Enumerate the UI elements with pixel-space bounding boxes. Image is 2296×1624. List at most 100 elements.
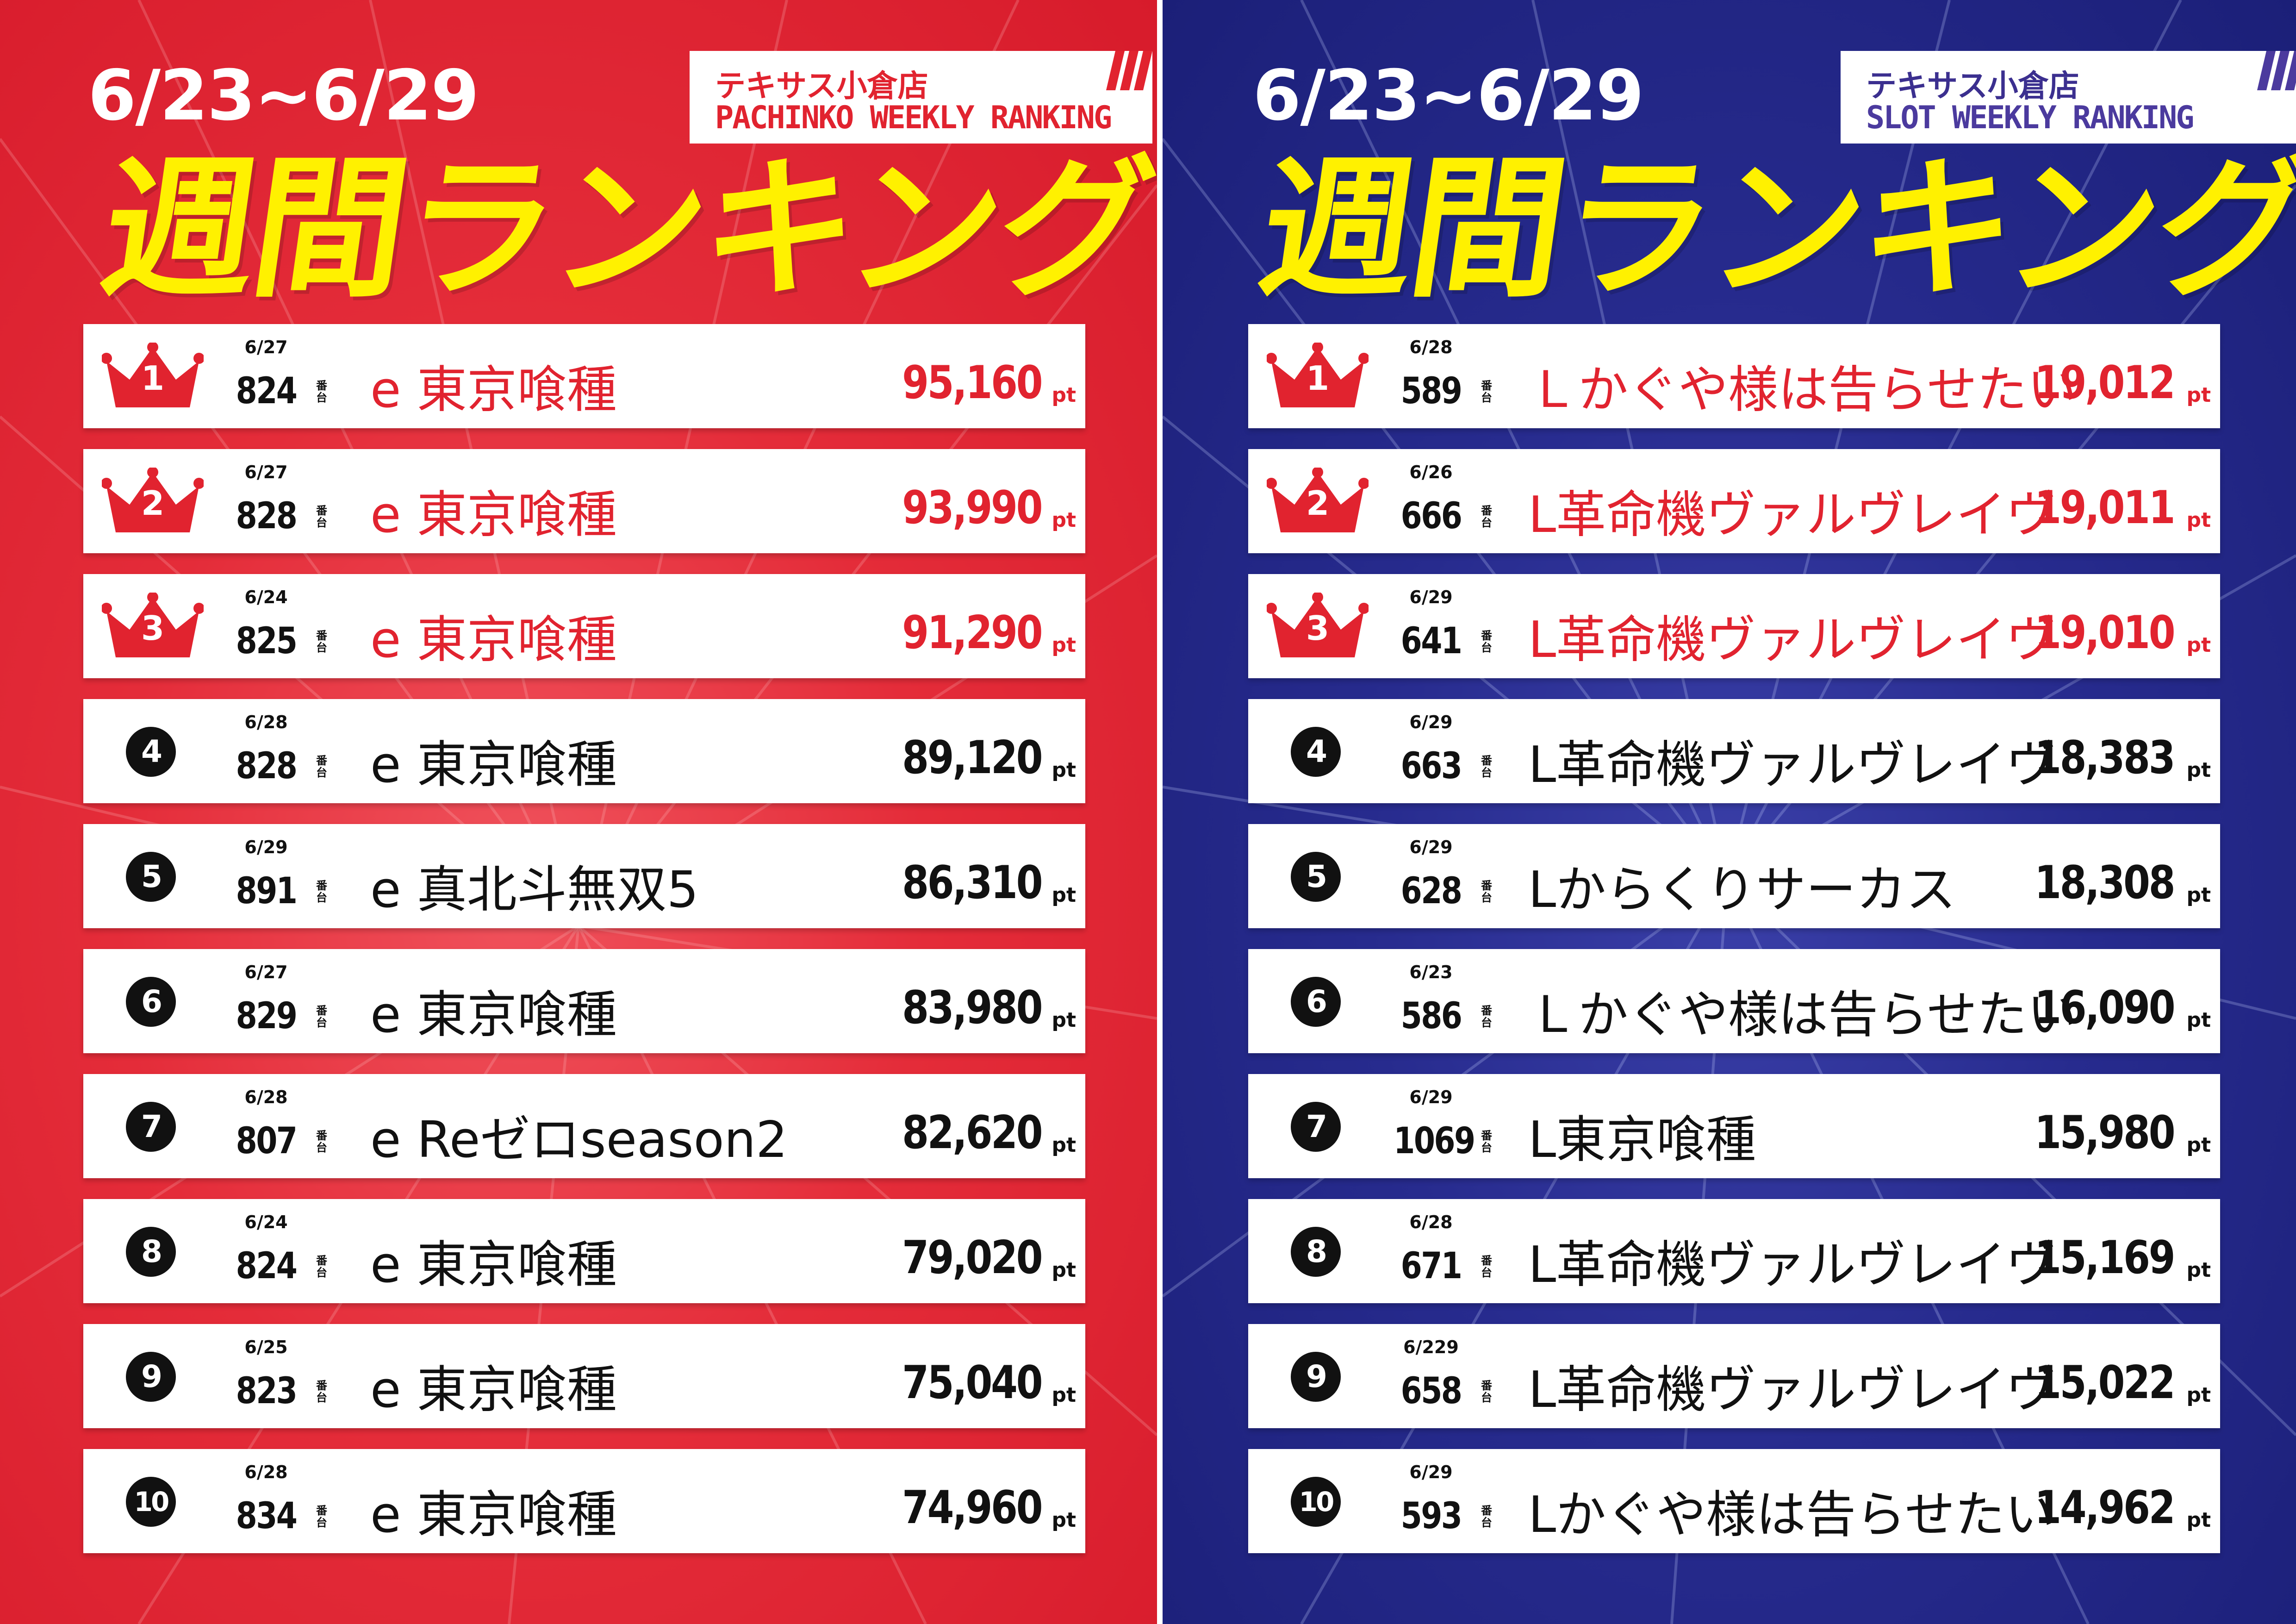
slot-panel: 6/23~6/29 テキサス小倉店 SLOT WEEKLY RANKING 週間… (1163, 0, 2296, 1624)
machine-date: 6/29 (244, 837, 288, 857)
rank-number: 6 (1291, 977, 1341, 1027)
rank-number: 7 (126, 1102, 176, 1152)
rank-number: 7 (1291, 1102, 1341, 1152)
machine-number: 593 (1400, 1495, 1462, 1537)
machine-name: L革命機ヴァルヴレイヴ (1528, 611, 2056, 669)
ranking-row: 9 6/25 823 番台 e 東京喰種 75,040 pt (83, 1324, 1085, 1428)
points-unit: pt (1052, 383, 1076, 407)
machine-date: 6/27 (244, 337, 288, 357)
points-unit: pt (2186, 758, 2211, 782)
points-unit: pt (2186, 1258, 2211, 1282)
rank-number: 6 (126, 977, 176, 1027)
machine-number: 828 (236, 495, 298, 537)
points-unit: pt (2186, 1508, 2211, 1532)
points-unit: pt (2186, 883, 2211, 907)
ranking-row: 1 6/27 824 番台 e 東京喰種 95,160 pt (83, 324, 1085, 428)
rank-number: 1 (1306, 359, 1330, 398)
machine-date: 6/26 (1409, 462, 1453, 482)
points-unit: pt (1052, 1008, 1076, 1032)
machine-name: L革命機ヴァルヴレイヴ (1528, 486, 2056, 544)
machine-number: 671 (1400, 1245, 1462, 1287)
machine-date: 6/23 (1409, 962, 1453, 982)
rank-number: 9 (126, 1352, 176, 1402)
slash-decoration-icon (2257, 51, 2296, 90)
score-value: 19,010 (2034, 606, 2175, 659)
machine-date: 6/28 (244, 1462, 288, 1482)
points-unit: pt (2186, 1383, 2211, 1407)
machine-name: e 東京喰種 (370, 1361, 617, 1419)
bandai-label: 番台 (316, 1129, 327, 1154)
score-value: 19,012 (2034, 356, 2175, 409)
bandai-label: 番台 (1481, 1254, 1492, 1279)
ranking-row: 2 6/26 666 番台 L革命機ヴァルヴレイヴ 19,011 pt (1248, 449, 2220, 553)
bandai-label: 番台 (1481, 504, 1492, 529)
machine-number: 658 (1400, 1370, 1462, 1412)
score-value: 16,090 (2034, 981, 2175, 1034)
rank-number: 4 (126, 727, 176, 777)
bandai-label: 番台 (1481, 754, 1492, 779)
machine-name: Ｌかぐや様は告らせたい (1528, 361, 2077, 419)
ranking-row: 10 6/28 834 番台 e 東京喰種 74,960 pt (83, 1449, 1085, 1553)
machine-name: e 東京喰種 (370, 1486, 617, 1544)
machine-name: e 東京喰種 (370, 611, 617, 669)
score-value: 86,310 (902, 856, 1043, 909)
score-value: 82,620 (902, 1106, 1043, 1159)
bandai-label: 番台 (316, 379, 327, 404)
date-range: 6/23~6/29 (1253, 56, 1644, 136)
score-value: 15,169 (2034, 1231, 2175, 1284)
points-unit: pt (1052, 883, 1076, 907)
machine-number: 628 (1400, 870, 1462, 912)
score-value: 83,980 (902, 981, 1043, 1034)
bandai-label: 番台 (316, 504, 327, 529)
ranking-row: 8 6/28 671 番台 L革命機ヴァルヴレイヴ 15,169 pt (1248, 1199, 2220, 1303)
rank-number: 5 (1291, 852, 1341, 902)
rank-number: 10 (1291, 1477, 1341, 1527)
machine-date: 6/28 (1409, 1212, 1453, 1232)
crown-icon (1267, 343, 1369, 407)
bandai-label: 番台 (1481, 629, 1492, 654)
machine-name: e 東京喰種 (370, 1236, 617, 1294)
rank-number: 2 (1306, 484, 1330, 523)
machine-name: e 真北斗無双5 (370, 861, 699, 919)
ranking-row: 3 6/29 641 番台 L革命機ヴァルヴレイヴ 19,010 pt (1248, 574, 2220, 678)
points-unit: pt (1052, 1383, 1076, 1407)
machine-date: 6/29 (1409, 587, 1453, 607)
machine-date: 6/24 (244, 587, 288, 607)
score-value: 15,980 (2034, 1106, 2175, 1159)
slash-decoration-icon (1106, 51, 1152, 90)
store-tag: テキサス小倉店 PACHINKO WEEKLY RANKING (690, 51, 1152, 144)
machine-date: 6/29 (1409, 1087, 1453, 1107)
machine-name: Ｌかぐや様は告らせたい (1528, 986, 2077, 1044)
ranking-row: 9 6/229 658 番台 L革命機ヴァルヴレイヴ 15,022 pt (1248, 1324, 2220, 1428)
bandai-label: 番台 (316, 754, 327, 779)
rank-number: 9 (1291, 1352, 1341, 1402)
score-value: 79,020 (902, 1231, 1043, 1284)
score-value: 95,160 (902, 356, 1043, 409)
ranking-row: 5 6/29 628 番台 Lからくりサーカス 18,308 pt (1248, 824, 2220, 928)
rank-number: 1 (141, 359, 165, 398)
rank-number: 3 (141, 609, 165, 648)
machine-date: 6/28 (244, 1087, 288, 1107)
machine-name: L東京喰種 (1528, 1111, 1756, 1169)
score-value: 14,962 (2034, 1481, 2175, 1534)
points-unit: pt (1052, 508, 1076, 532)
machine-name: e Reゼロseason2 (370, 1111, 788, 1169)
machine-number: 807 (236, 1120, 298, 1162)
machine-date: 6/28 (244, 712, 288, 732)
bandai-label: 番台 (1481, 1129, 1492, 1154)
bandai-label: 番台 (316, 879, 327, 904)
machine-name: e 東京喰種 (370, 986, 617, 1044)
ranking-row: 7 6/29 1069 番台 L東京喰種 15,980 pt (1248, 1074, 2220, 1178)
crown-icon (1267, 468, 1369, 532)
score-value: 93,990 (902, 481, 1043, 534)
score-value: 74,960 (902, 1481, 1043, 1534)
machine-number: 829 (236, 995, 298, 1037)
machine-name: Lからくりサーカス (1528, 861, 1956, 919)
machine-name: Lかぐや様は告らせたい (1528, 1486, 2055, 1544)
machine-name: L革命機ヴァルヴレイヴ (1528, 1361, 2056, 1419)
store-name: テキサス小倉店 (1866, 68, 2079, 104)
store-tag: テキサス小倉店 SLOT WEEKLY RANKING (1841, 51, 2296, 144)
rank-number: 4 (1291, 727, 1341, 777)
points-unit: pt (1052, 1508, 1076, 1532)
ranking-row: 10 6/29 593 番台 Lかぐや様は告らせたい 14,962 pt (1248, 1449, 2220, 1553)
